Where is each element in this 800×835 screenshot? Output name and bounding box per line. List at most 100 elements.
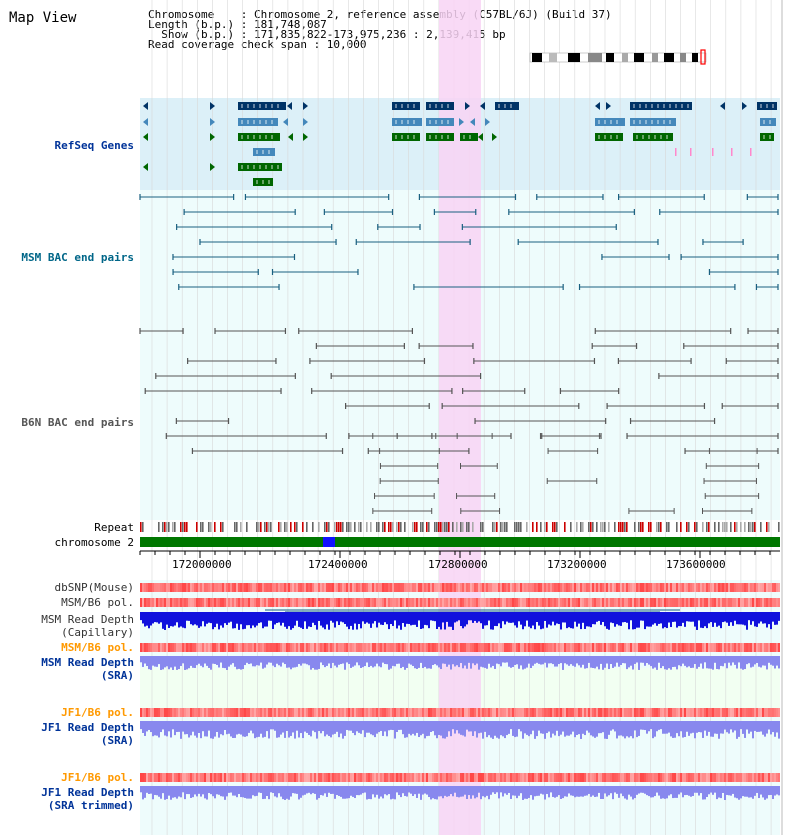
dbsnp-cell (432, 583, 434, 592)
msm-sra-depth (456, 656, 458, 666)
jf1-sra-depth (250, 721, 252, 731)
jf1-sra-depth (256, 721, 258, 738)
jf1-pol-cell (474, 708, 476, 717)
msm-pol2-cell (718, 643, 720, 652)
msm-pol2-cell (686, 643, 688, 652)
jf1-pol2-cell (268, 773, 270, 782)
msm-cap-depth (152, 612, 154, 624)
jf1-pol2-cell (328, 773, 330, 782)
msm-cap-depth (602, 612, 604, 622)
repeat-segment (622, 522, 624, 532)
msm-cap-depth (680, 612, 682, 627)
dbsnp-cell (250, 583, 252, 592)
msm-pol2-cell (188, 643, 190, 652)
msm-pol2-cell (566, 643, 568, 652)
dbsnp-cell (502, 583, 504, 592)
msm-pol2-cell (610, 643, 612, 652)
dbsnp-cell (484, 583, 486, 592)
msm-sra-depth (442, 656, 444, 664)
msm-pol2-cell (458, 643, 460, 652)
repeat-segment (174, 522, 176, 532)
msm-cap-depth (222, 612, 224, 628)
jf1-pol2-cell (688, 773, 690, 782)
msm-sra-depth (634, 656, 636, 664)
jf1-pol2-cell (682, 773, 684, 782)
jf1-pol2-cell (140, 773, 142, 782)
msm-cap-depth (332, 612, 334, 623)
msm-sra-depth (304, 656, 306, 664)
msm-cap-depth (270, 612, 272, 621)
repeat-segment (214, 522, 216, 532)
jf1-pol-cell (648, 708, 650, 717)
jf1-trim-depth (242, 786, 244, 798)
jf1-pol2-cell (490, 773, 492, 782)
jf1-pol-cell (284, 708, 286, 717)
jf1-trim-depth (602, 786, 604, 800)
jf1-pol-cell (504, 708, 506, 717)
msm-pol-cell (592, 598, 594, 607)
dbsnp-cell (682, 583, 684, 592)
jf1-pol2-cell (540, 773, 542, 782)
msm-sra-depth (458, 656, 460, 668)
repeat-segment (448, 522, 450, 532)
msm-sra-depth (590, 656, 592, 668)
repeat-track[interactable] (140, 522, 780, 532)
msm-pol2-cell (258, 643, 260, 652)
jf1-pol2-cell (404, 773, 406, 782)
polymorphism-tracks[interactable] (140, 583, 780, 782)
jf1-pol2-cell (456, 773, 458, 782)
msm-pol-cell (618, 598, 620, 607)
msm-sra-depth (722, 656, 724, 667)
dbsnp-cell (228, 583, 230, 592)
chromosome-ideogram[interactable] (529, 49, 707, 65)
msm-pol2-cell (150, 643, 152, 652)
read-depth-tracks[interactable] (140, 612, 780, 800)
jf1-sra-depth (738, 721, 740, 737)
jf1-pol-cell (636, 708, 638, 717)
jf1-pol-cell (368, 708, 370, 717)
jf1-sra-depth (328, 721, 330, 737)
dbsnp-cell (602, 583, 604, 592)
msm-sra-depth (398, 656, 400, 664)
chromosome-bar[interactable] (140, 537, 780, 547)
jf1-pol2-cell (238, 773, 240, 782)
dbsnp-cell (158, 583, 160, 592)
msm-pol2-cell (206, 643, 208, 652)
repeat-segment (666, 522, 668, 532)
repeat-segment (258, 522, 260, 532)
msm-sra-depth (436, 656, 438, 666)
msm-sra-depth (288, 656, 290, 668)
jf1-trim-depth (742, 786, 744, 797)
msm-cap-depth (216, 612, 218, 624)
jf1-sra-depth (622, 721, 624, 737)
repeat-segment (536, 522, 538, 532)
jf1-pol2-cell (624, 773, 626, 782)
msm-pol-cell (278, 598, 280, 607)
msm-pol-cell (504, 598, 506, 607)
jf1-pol-cell (358, 708, 360, 717)
jf1-sra-depth (620, 721, 622, 736)
gridlines (151, 0, 772, 835)
ruler (139, 550, 780, 558)
b6n-bac-pairs[interactable] (139, 328, 779, 514)
msm-pol-cell (662, 598, 664, 607)
ideogram-position-marker (700, 49, 706, 65)
jf1-pol2-cell (554, 773, 556, 782)
msm-pol2-cell (570, 643, 572, 652)
msm-pol-cell (714, 598, 716, 607)
msm-pol-cell (496, 598, 498, 607)
gene-arrow-0-3 (287, 102, 292, 110)
msm-pol-cell (626, 598, 628, 607)
dbsnp-cell (324, 583, 326, 592)
msm-pol-cell (328, 598, 330, 607)
dbsnp-cell (400, 583, 402, 592)
jf1-sra-depth (618, 721, 620, 736)
msm-pol-cell (470, 598, 472, 607)
msm-pol-cell (632, 598, 634, 607)
msm-cap-depth (186, 612, 188, 621)
jf1-trim-depth (230, 786, 232, 793)
repeat-segment (382, 522, 384, 532)
msm-pol2-cell (658, 643, 660, 652)
refseq-genes[interactable] (143, 102, 777, 186)
